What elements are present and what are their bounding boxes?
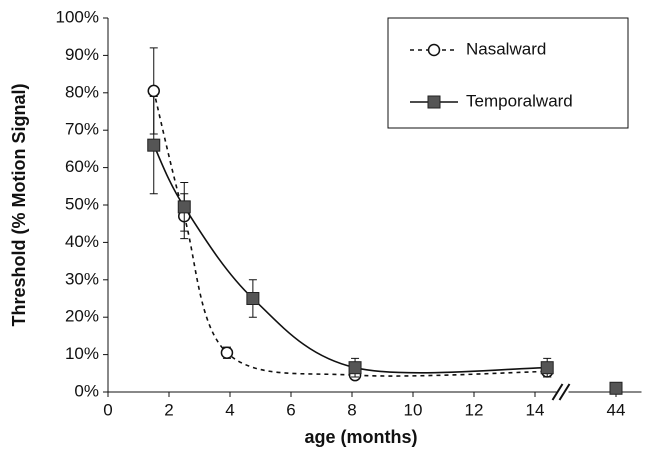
x-tick-label: 12: [465, 400, 484, 419]
y-tick-label: 10%: [65, 344, 99, 363]
data-point: [147, 138, 161, 152]
data-point: [348, 361, 362, 375]
x-tick-label: 44: [607, 400, 626, 419]
legend-label: Temporalward: [466, 91, 573, 110]
y-tick-label: 60%: [65, 157, 99, 176]
y-tick-label: 70%: [65, 120, 99, 139]
series-line: [153, 144, 548, 374]
data-point: [147, 84, 160, 98]
y-tick-label: 50%: [65, 194, 99, 213]
x-axis-title: age (months): [304, 427, 417, 447]
y-tick-label: 90%: [65, 45, 99, 64]
y-tick-label: 0%: [74, 381, 99, 400]
data-point: [246, 292, 260, 305]
y-tick-label: 40%: [65, 232, 99, 251]
x-tick-label: 2: [164, 400, 173, 419]
y-axis-title: Threshold (% Motion Signal): [9, 84, 29, 327]
axis-break: [558, 383, 571, 401]
x-tick-label: 0: [103, 400, 112, 419]
x-tick-label: 6: [286, 400, 295, 419]
x-tick-label: 8: [347, 400, 356, 419]
legend-marker: [427, 43, 441, 57]
y-tick-label: 30%: [65, 269, 99, 288]
data-point: [177, 200, 191, 214]
y-tick-label: 20%: [65, 307, 99, 326]
x-tick-label: 4: [225, 400, 234, 419]
data-point: [540, 361, 554, 375]
x-tick-label: 14: [526, 400, 545, 419]
axis-break: [551, 383, 564, 401]
legend-box: [387, 17, 629, 129]
data-point: [609, 381, 623, 395]
y-tick-label: 100%: [56, 7, 99, 26]
legend-marker: [427, 95, 441, 109]
series-line: [152, 90, 548, 377]
y-tick-label: 80%: [65, 82, 99, 101]
legend-label: Nasalward: [466, 39, 546, 58]
data-point: [220, 346, 234, 359]
x-tick-label: 10: [404, 400, 423, 419]
